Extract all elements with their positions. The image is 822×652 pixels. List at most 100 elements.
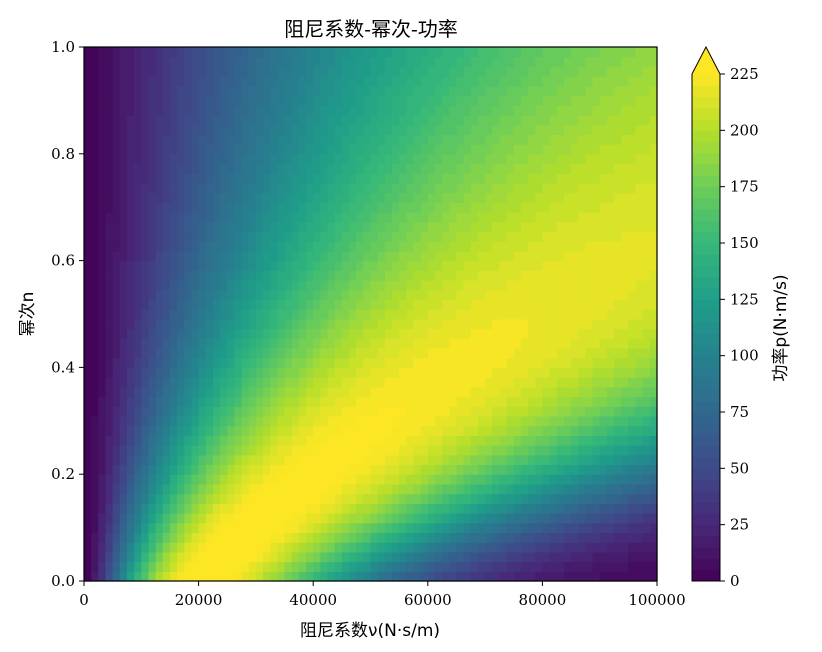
contour-cell <box>270 396 278 407</box>
contour-cell <box>449 56 458 68</box>
contour-cell <box>363 182 372 194</box>
contour-cell <box>205 483 214 495</box>
contour-cell <box>642 241 651 252</box>
contour-cell <box>255 338 264 349</box>
contour-cell <box>470 503 479 514</box>
contour-cell <box>155 551 164 563</box>
contour-cell <box>291 144 300 155</box>
contour-cell <box>614 105 622 116</box>
colorbar-label: 功率p(N·m/s) <box>771 274 791 381</box>
contour-cell <box>334 134 343 145</box>
contour-cell <box>434 435 443 446</box>
contour-cell <box>169 280 178 291</box>
contour-cell <box>420 347 429 359</box>
contour-cell <box>470 551 479 563</box>
contour-cell <box>449 221 458 233</box>
colorbar-tick-label: 100 <box>730 347 759 365</box>
contour-cell <box>105 95 114 106</box>
contour-cell <box>84 56 92 68</box>
contour-cell <box>198 464 207 475</box>
contour-cell <box>270 270 278 281</box>
contour-cell <box>234 66 243 77</box>
contour-cell <box>241 415 250 427</box>
contour-cell <box>377 377 386 388</box>
contour-cell <box>277 134 286 145</box>
contour-cell <box>628 532 637 543</box>
contour-cell <box>212 192 221 203</box>
contour-cell <box>614 415 622 427</box>
contour-cell <box>585 338 594 349</box>
contour-cell <box>485 202 493 213</box>
contour-cell <box>606 425 615 436</box>
contour-cell <box>126 134 135 145</box>
contour-cell <box>320 250 329 262</box>
contour-cell <box>635 192 644 203</box>
contour-cell <box>520 114 529 126</box>
contour-cell <box>456 144 465 155</box>
contour-cell <box>241 114 250 126</box>
contour-cell <box>585 114 594 126</box>
contour-cell <box>449 163 458 174</box>
contour-cell <box>177 270 185 281</box>
contour-cell <box>413 367 422 378</box>
contour-cell <box>220 386 228 398</box>
contour-cell <box>456 153 465 165</box>
contour-cell <box>571 542 579 553</box>
contour-cell <box>155 571 164 582</box>
contour-cell <box>442 289 450 301</box>
contour-cell <box>535 173 543 184</box>
contour-cell <box>363 76 372 87</box>
contour-cell <box>513 95 522 106</box>
contour-cell <box>614 153 622 165</box>
contour-cell <box>399 270 407 281</box>
contour-cell <box>556 367 565 378</box>
contour-cell <box>585 95 594 106</box>
contour-cell <box>391 328 400 339</box>
contour-cell <box>248 464 257 475</box>
contour-cell <box>571 163 579 174</box>
contour-cell <box>563 182 572 194</box>
contour-cell <box>477 144 486 155</box>
contour-cell <box>492 280 501 291</box>
contour-cell <box>513 309 522 320</box>
contour-cell <box>134 260 142 271</box>
contour-cell <box>349 56 357 68</box>
contour-cell <box>205 105 214 116</box>
contour-cell <box>578 309 586 320</box>
contour-cell <box>513 85 522 97</box>
contour-cell <box>563 415 572 427</box>
contour-cell <box>513 212 522 223</box>
contour-cell <box>628 192 637 203</box>
contour-cell <box>606 202 615 213</box>
contour-cell <box>191 318 200 330</box>
contour-cell <box>413 522 422 534</box>
contour-cell <box>413 212 422 223</box>
contour-cell <box>585 503 594 514</box>
contour-cell <box>263 144 271 155</box>
contour-cell <box>556 483 565 495</box>
contour-cell <box>442 144 450 155</box>
contour-cell <box>255 551 264 563</box>
contour-cell <box>212 377 221 388</box>
contour-cell <box>442 202 450 213</box>
contour-cell <box>449 435 458 446</box>
contour-cell <box>212 124 221 135</box>
contour-cell <box>349 435 357 446</box>
contour-cell <box>91 532 99 543</box>
contour-cell <box>184 95 193 106</box>
contour-cell <box>528 445 536 456</box>
contour-cell <box>177 435 185 446</box>
colorbar-extend-max <box>692 47 720 74</box>
colorbar-band <box>692 457 720 469</box>
colorbar-band <box>692 479 720 492</box>
contour-cell <box>241 231 250 242</box>
contour-cell <box>313 357 321 368</box>
contour-cell <box>177 377 185 388</box>
contour-cell <box>169 347 178 359</box>
contour-cell <box>585 85 594 97</box>
contour-cell <box>585 241 594 252</box>
contour-cell <box>563 386 572 398</box>
contour-cell <box>227 241 236 252</box>
contour-cell <box>141 105 150 116</box>
contour-cell <box>427 163 436 174</box>
